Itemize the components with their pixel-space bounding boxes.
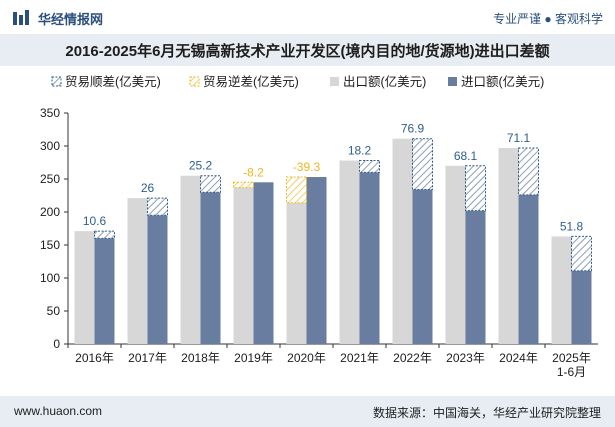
balance-label: 76.9 [401,122,425,136]
x-tick-label-line: 2020年 [287,351,326,365]
y-tick-label: 0 [53,337,60,351]
x-tick-label: 2020年 [287,351,326,365]
export-bar [551,236,572,344]
y-tick-label: 250 [40,172,60,186]
x-tick-label-line: 2024年 [499,351,538,365]
import-bar [200,192,221,344]
x-tick-label: 2019年 [234,351,273,365]
balance-label: -39.3 [293,160,321,174]
x-tick-label: 2016年 [75,351,114,365]
title-bar: 2016-2025年6月无锡高新技术产业开发区(境内目的地/货源地)进出口差额 [0,34,615,66]
deficit-bar [286,176,307,204]
legend-swatch [51,76,62,87]
balance-label: 10.6 [83,214,107,228]
export-bar [74,231,95,344]
y-tick-label: 150 [40,238,60,252]
surplus-bar [412,138,433,191]
y-tick-label: 200 [40,205,60,219]
x-tick-label-line: 2018年 [181,351,220,365]
footer: www.huaon.com 数据来源：中国海关，华经产业研究院整理 [0,396,615,427]
balance-label: 26 [141,181,155,195]
legend-label: 贸易逆差(亿美元) [203,74,299,89]
surplus-bar [359,160,380,173]
export-bar [180,175,201,344]
import-bar [253,182,274,344]
y-tick-label: 50 [47,304,61,318]
import-bar [94,238,115,344]
import-bar [571,270,592,344]
balance-label: 68.1 [454,149,478,163]
import-bar [518,194,539,344]
import-bar [147,215,168,344]
export-bar [445,165,466,344]
y-tick-label: 300 [40,139,60,153]
surplus-bar [571,235,592,272]
x-tick-label-line: 2025年 [552,351,591,365]
surplus-bar [518,147,539,196]
x-tick-label-line: 1-6月 [557,365,586,379]
balance-label: 18.2 [348,144,372,158]
surplus-bar [94,230,115,239]
chart: 贸易顺差(亿美元) 贸易逆差(亿美元) 出口额(亿美元) 进口额(亿美元) 0 50 10… [40,74,598,379]
import-bar [359,172,380,344]
export-bar [339,160,360,344]
legend-item: 进口额(亿美元) [448,74,544,89]
export-bar [498,147,519,344]
balance-label: 25.2 [189,159,213,173]
legend-item: 出口额(亿美元) [330,74,426,89]
balance-label: 51.8 [560,219,584,233]
import-bar [306,177,327,344]
legend-item: 贸易逆差(亿美元) [189,74,299,89]
x-tick-label: 2022年 [393,351,432,365]
x-tick-label: 2017年 [128,351,167,365]
surplus-bar [147,197,168,216]
legend-label: 进口额(亿美元) [461,74,544,89]
x-tick-label-line: 2017年 [128,351,167,365]
legend-swatch [448,77,457,86]
footer-site: www.huaon.com [14,404,103,418]
legend: 贸易顺差(亿美元) 贸易逆差(亿美元) 出口额(亿美元) 进口额(亿美元) [51,74,544,89]
surplus-bar [465,165,486,212]
x-tick-label-line: 2023年 [446,351,485,365]
legend-item: 贸易顺差(亿美元) [51,74,161,89]
export-bar [127,198,148,344]
top-bar: 华经情报网 专业严谨 ● 客观科学 [0,0,615,34]
x-tick-label-line: 2016年 [75,351,114,365]
brand-name: 华经情报网 [38,11,104,27]
chart-title: 2016-2025年6月无锡高新技术产业开发区(境内目的地/货源地)进出口差额 [65,42,550,60]
x-tick-label-line: 2022年 [393,351,432,365]
import-bar [465,210,486,344]
x-tick-label: 2025年 1-6月 [552,351,591,379]
legend-swatch [189,76,200,87]
deficit-bar [233,181,254,189]
export-bar [286,202,307,344]
export-bar [392,138,413,344]
brand: 华经情报网 [12,8,103,28]
legend-label: 贸易顺差(亿美元) [65,74,161,89]
balance-label: -8.2 [243,165,264,179]
balance-label: 71.1 [507,131,531,145]
legend-label: 出口额(亿美元) [343,74,426,89]
x-tick-label: 2024年 [499,351,538,365]
x-tick-label: 2021年 [340,351,379,365]
x-tick-label: 2023年 [446,351,485,365]
import-bar [412,189,433,344]
y-tick-label: 350 [40,106,60,120]
x-axis: 2016年 2017年 2018年 2019年 2020年 2021年 2022年 2023年… [67,344,591,379]
x-tick-label-line: 2019年 [234,351,273,365]
tagline: 专业严谨 ● 客观科学 [493,12,603,26]
x-tick-label: 2018年 [181,351,220,365]
bars: 10.6 26 25.2 -8.2 -39.3 18.2 76.9 68.1 71.1 51.8 [74,122,592,344]
surplus-bar [200,175,221,193]
footer-source: 数据来源：中国海关，华经产业研究院整理 [372,406,601,420]
legend-swatch [330,77,339,86]
y-tick-label: 100 [40,271,60,285]
export-bar [233,187,254,344]
x-tick-label-line: 2021年 [340,351,379,365]
brand-logo-icon [13,10,29,25]
